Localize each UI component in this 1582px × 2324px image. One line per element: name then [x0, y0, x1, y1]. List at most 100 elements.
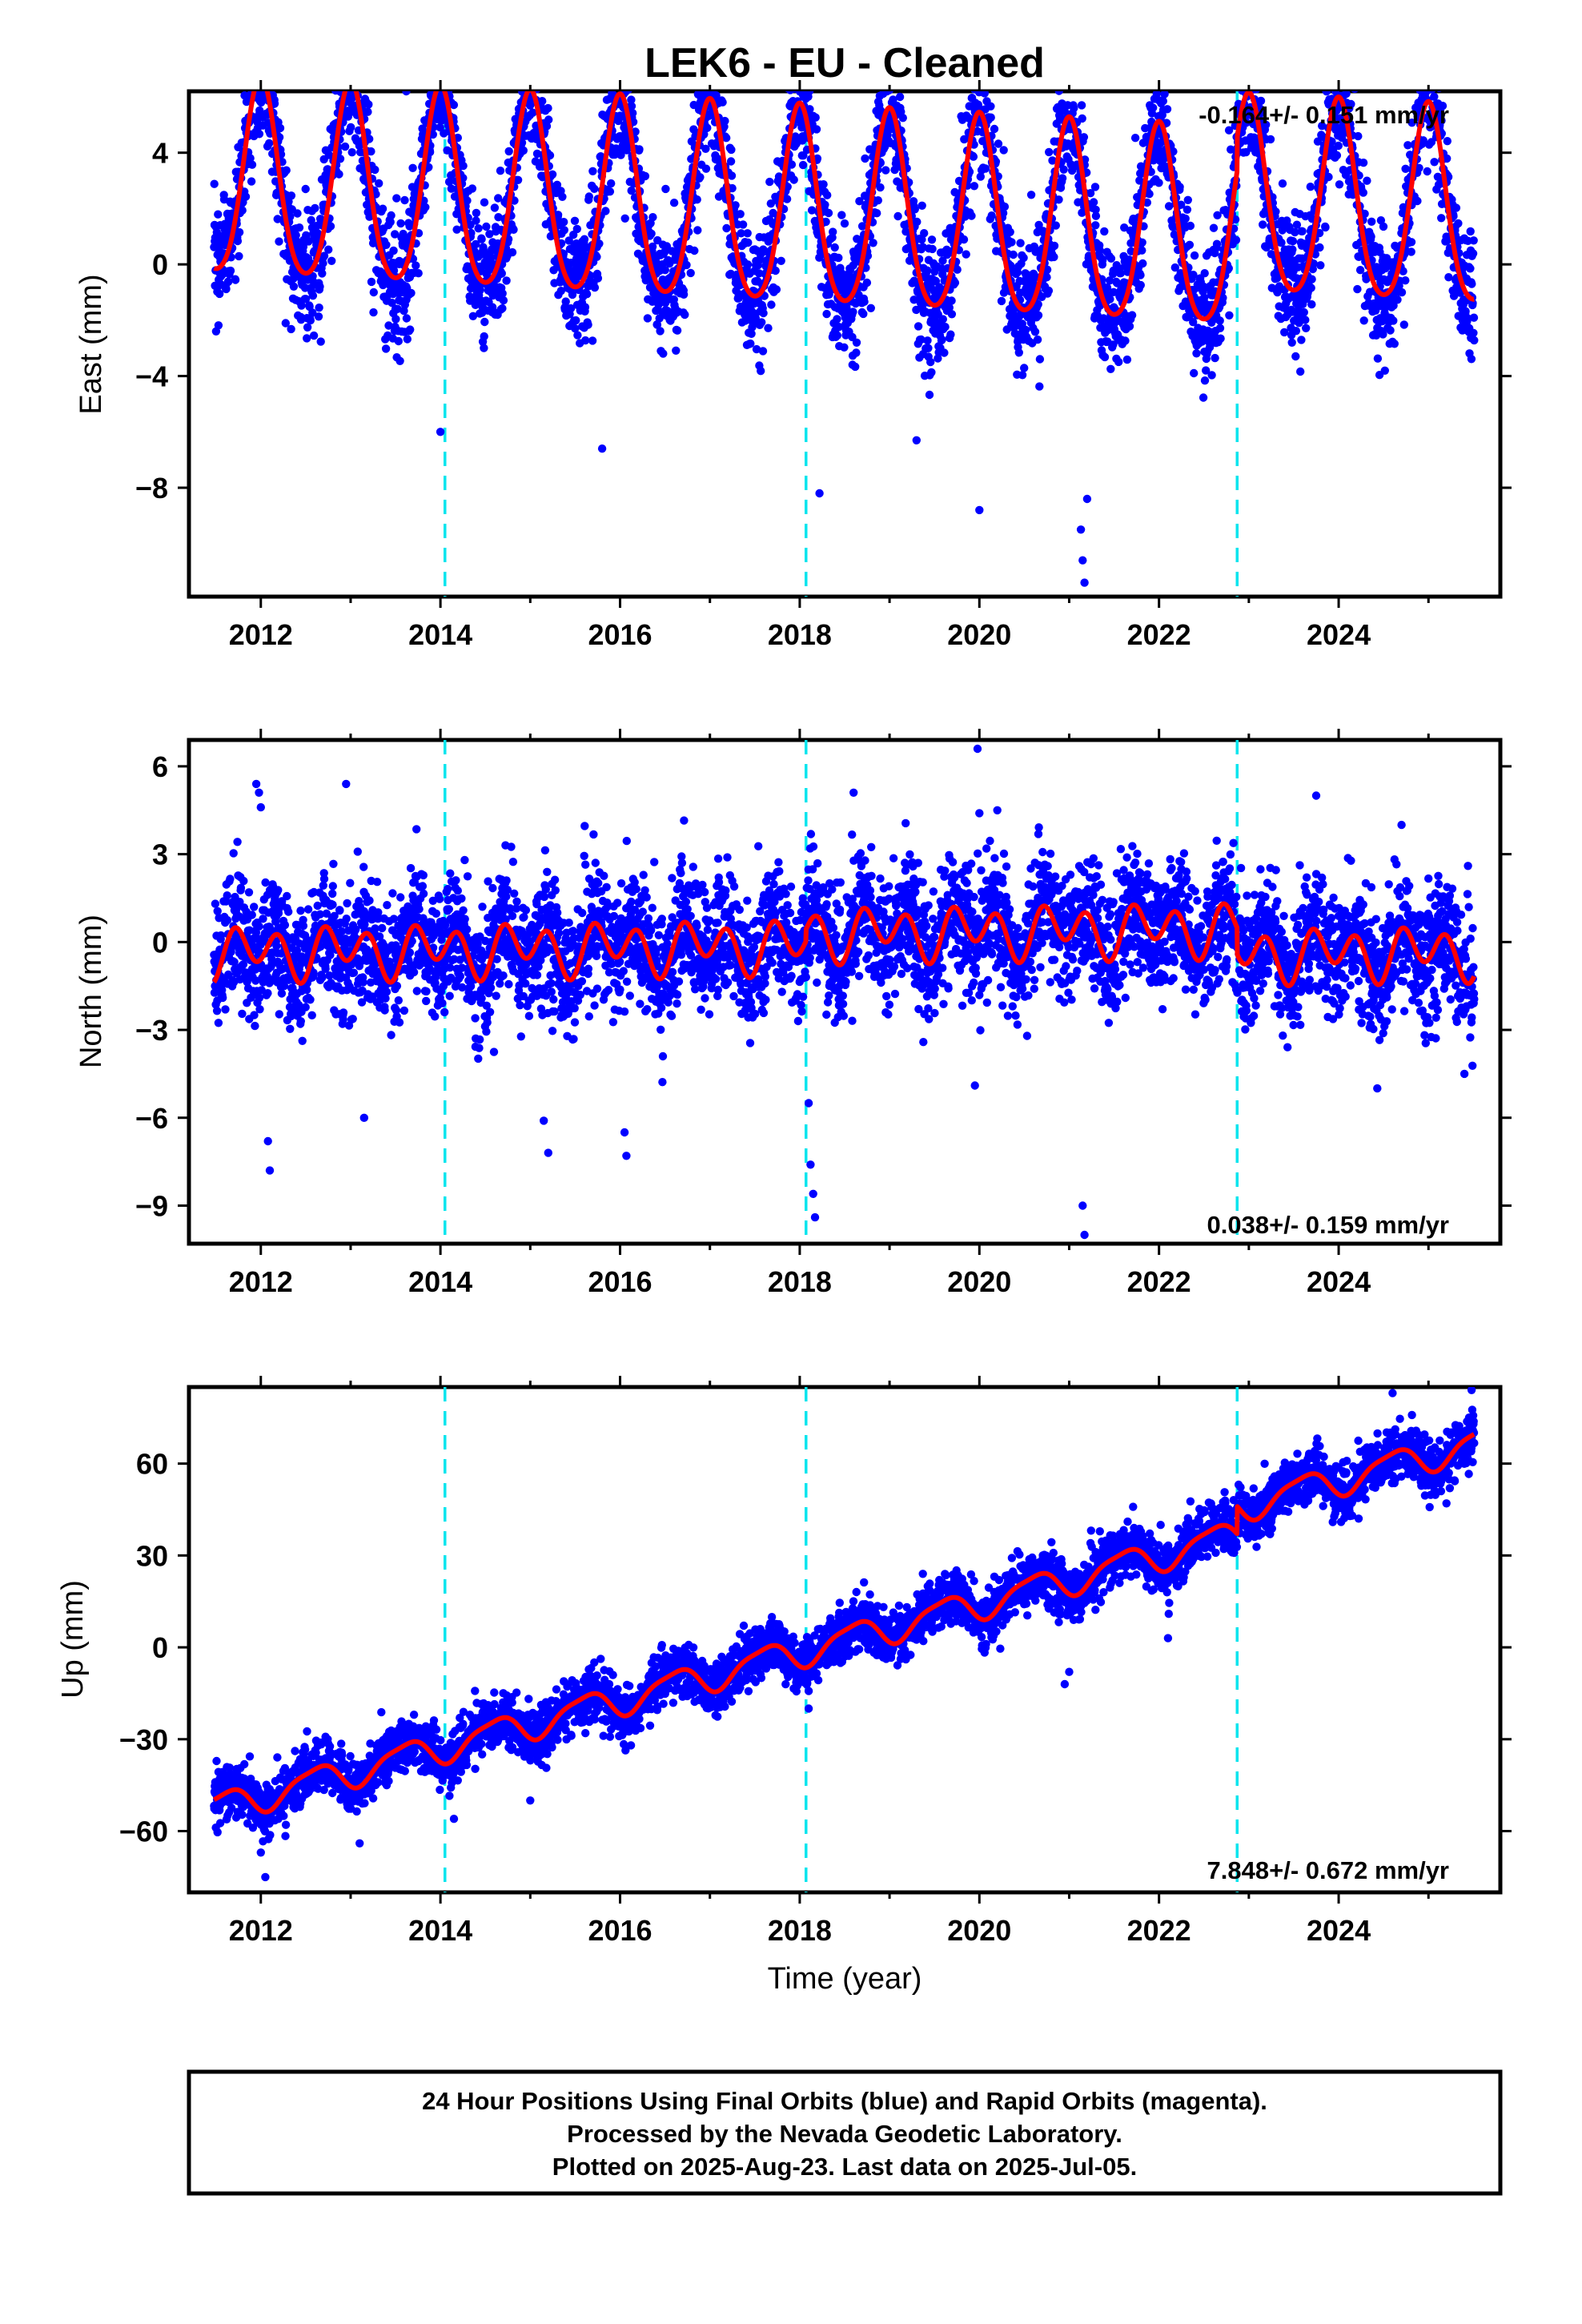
east-point [369, 308, 378, 317]
east-point [259, 61, 267, 69]
east-point [757, 367, 765, 376]
east-point [1076, 525, 1086, 534]
east-point [580, 303, 590, 312]
east-xtick-label: 2022 [1127, 618, 1191, 651]
east-point [1326, 74, 1334, 82]
east-point [1080, 578, 1089, 587]
east-point [1014, 348, 1024, 357]
east-point [1340, 74, 1348, 82]
east-point [1413, 196, 1422, 206]
east-point [560, 218, 568, 227]
east-point [1035, 355, 1045, 364]
east-point [1235, 81, 1243, 89]
east-point [282, 166, 291, 175]
east-point [1344, 51, 1352, 59]
east-point [338, 77, 346, 85]
east-point [345, 58, 353, 66]
east-point [1307, 283, 1315, 292]
east-point [862, 278, 872, 287]
east-point [1200, 269, 1209, 278]
east-point [332, 72, 340, 80]
east-point [257, 4, 265, 12]
east-point [1287, 338, 1296, 347]
east-point [1051, 221, 1061, 230]
east-point [1114, 357, 1123, 367]
east-point [1065, 67, 1073, 75]
east-point [1151, 60, 1159, 68]
east-point [311, 203, 319, 213]
east-point [1215, 316, 1224, 325]
east-point [1307, 275, 1316, 283]
east-point [291, 231, 300, 239]
east-point [736, 210, 745, 219]
east-point [1091, 221, 1100, 230]
east-point [355, 57, 363, 65]
east-point [1467, 355, 1476, 364]
east-point [1252, 91, 1260, 94]
east-point [823, 191, 832, 199]
east-point [249, 37, 257, 45]
east-point [529, 59, 537, 67]
east-point [357, 54, 365, 62]
east-point [726, 157, 736, 166]
east-point [940, 348, 949, 357]
east-point [611, 82, 619, 90]
east-point [1050, 252, 1058, 262]
east-point [1183, 195, 1193, 204]
east-point [1244, 19, 1252, 27]
east-point [612, 69, 620, 77]
east-point [824, 208, 833, 218]
east-point [1238, 57, 1246, 65]
east-point [387, 298, 396, 308]
east-point [333, 76, 341, 84]
east-point [1470, 336, 1479, 345]
east-point [1418, 72, 1426, 80]
east-point [1130, 134, 1140, 143]
east-point [335, 170, 343, 179]
east-point [1175, 183, 1184, 191]
east-point [391, 230, 400, 239]
east-point [442, 70, 450, 78]
east-point [472, 239, 480, 249]
east-point [789, 16, 797, 24]
east-point [1423, 74, 1431, 82]
east-point [1066, 74, 1074, 82]
east-point [1423, 74, 1431, 82]
east-point [406, 325, 415, 334]
east-point [1468, 249, 1478, 258]
east-point [351, 82, 359, 90]
east-point [502, 276, 511, 285]
east-point [1062, 78, 1070, 86]
east-point [1033, 335, 1042, 344]
east-point [265, 139, 274, 148]
east-point [339, 69, 347, 77]
east-point [260, 70, 268, 78]
east-point [449, 100, 459, 110]
east-point [1042, 273, 1051, 282]
east-point [1241, 58, 1249, 66]
east-point [1407, 238, 1416, 247]
east-point [1420, 72, 1428, 80]
east-point [609, 70, 617, 78]
east-point [1018, 371, 1027, 380]
east-point [893, 211, 902, 221]
east-point [1006, 227, 1014, 236]
east-point [1240, 62, 1248, 70]
east-point [1297, 336, 1306, 344]
east-point [1411, 65, 1419, 73]
east-point [851, 362, 860, 372]
east-point [1186, 221, 1195, 231]
east-point [1288, 236, 1298, 246]
east-point [340, 142, 350, 151]
east-axis-label: East (mm) [74, 274, 108, 414]
east-point [215, 289, 224, 299]
east-point [690, 246, 699, 255]
east-point [898, 114, 908, 123]
figure-title: LEK6 - EU - Cleaned [644, 40, 1045, 86]
east-point [226, 266, 235, 275]
east-point [441, 78, 449, 86]
east-point [482, 222, 491, 231]
east-point [269, 74, 277, 82]
east-point [1216, 334, 1225, 343]
